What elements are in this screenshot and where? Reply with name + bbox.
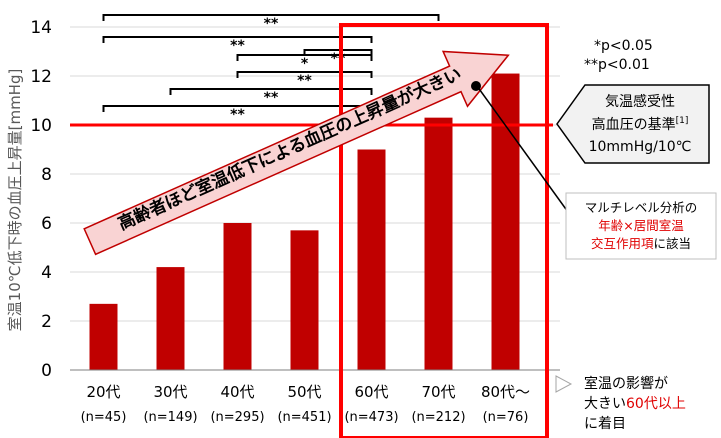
threshold-line2-main: 高血圧の基準: [592, 116, 676, 133]
bar-6: [491, 73, 520, 371]
significance-bracket: [303, 49, 373, 56]
y-axis-label: 室温10℃低下時の血圧上昇量[mmHg]: [6, 69, 24, 332]
y-tick-label: 14: [30, 18, 52, 38]
bar-2: [223, 223, 252, 370]
bar-5: [424, 117, 453, 371]
x-sample-size-label: (n=45): [81, 410, 127, 425]
significance-label: **: [264, 16, 279, 32]
y-tick-label: 10: [30, 116, 52, 136]
note-connector-line: [476, 85, 569, 213]
y-tick-label: 0: [41, 361, 52, 381]
analysis-note-box: [565, 192, 717, 260]
highlight-box-60s-plus: [339, 23, 549, 438]
significance-bracket: [169, 88, 373, 95]
significance-label: **: [264, 90, 279, 106]
significance-label: **: [230, 38, 245, 54]
y-tick-label: 12: [30, 67, 52, 87]
legend-p001: **p<0.01: [584, 57, 650, 73]
highlight-note-line2-black: 大きい: [584, 396, 626, 412]
significance-bracket: [102, 36, 373, 43]
bars: [89, 73, 520, 371]
x-sample-size-label: (n=295): [210, 410, 264, 425]
significance-label: **: [230, 107, 245, 123]
analysis-note-line3-black: に該当: [654, 236, 692, 251]
significance-bracket: [102, 14, 440, 21]
highlight-note-line2: 大きい60代以上: [584, 396, 686, 412]
threshold-ref: [1]: [676, 116, 689, 126]
significance-label: **: [331, 51, 346, 67]
y-tick-label: 2: [41, 312, 52, 332]
threshold-callout: [556, 84, 710, 164]
x-tick-label: 20代: [86, 383, 120, 401]
highlight-note-line1: 室温の影響が: [584, 375, 668, 392]
bar-4: [357, 149, 386, 370]
legend-p005: *p<0.05: [594, 38, 653, 54]
x-sample-size-label: (n=76): [483, 410, 529, 425]
significance-bracket: [236, 71, 373, 78]
x-tick-labels: 20代 (n=45) 30代 (n=149) 40代 (n=295) 50代 (n=451) 6…: [81, 383, 530, 425]
highlight-note-line2-red: 60代以上: [626, 396, 686, 412]
analysis-note-line3: 交互作用項に該当: [591, 236, 691, 251]
x-sample-size-label: (n=473): [344, 410, 398, 425]
significance-label: *: [301, 56, 309, 72]
bar-0: [89, 303, 118, 370]
analysis-note-line2: 年齢×居間室温: [598, 218, 684, 233]
threshold-line3: 10mmHg/10℃: [589, 139, 692, 155]
bar-1: [156, 267, 185, 370]
x-tick-label: 40代: [220, 383, 254, 401]
x-tick-label: 80代～: [481, 383, 530, 401]
analysis-note-line1: マルチレベル分析の: [585, 200, 698, 215]
threshold-line2: 高血圧の基準[1]: [592, 116, 689, 133]
y-tick-label: 6: [41, 214, 52, 234]
x-tick-label: 50代: [287, 383, 321, 401]
x-sample-size-label: (n=451): [277, 410, 331, 425]
note-connector-dot: [471, 81, 481, 91]
x-sample-size-label: (n=212): [411, 410, 465, 425]
x-sample-size-label: (n=149): [143, 410, 197, 425]
x-tick-label: 30代: [153, 383, 187, 401]
analysis-note-line3-red: 交互作用項: [591, 236, 654, 251]
highlight-note-pointer: [555, 375, 573, 393]
y-tick-label: 8: [41, 165, 52, 185]
highlight-note-line3: に着目: [584, 416, 626, 432]
significance-bracket: [236, 54, 373, 61]
x-tick-label: 60代: [354, 383, 388, 401]
x-tick-label: 70代: [421, 383, 455, 401]
y-tick-label: 4: [41, 263, 52, 283]
threshold-line1: 気温感受性: [605, 93, 675, 110]
y-tick-labels: 0 2 4 6 8 10 12 14: [30, 18, 52, 381]
bar-3: [290, 230, 319, 370]
significance-label: **: [297, 73, 312, 89]
